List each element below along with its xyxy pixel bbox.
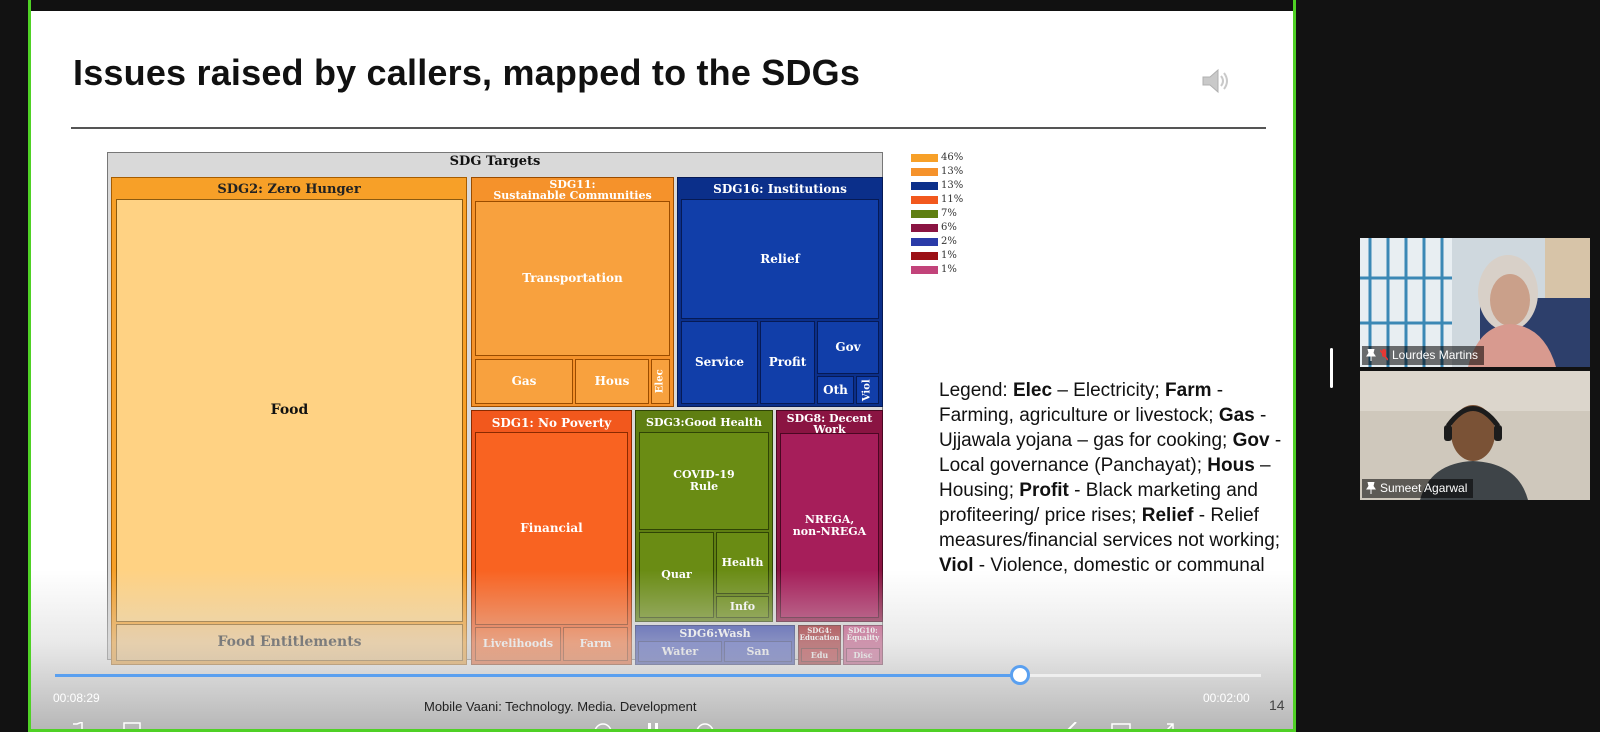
screen-icon[interactable] bbox=[123, 722, 141, 732]
legend-definition: – Electricity; bbox=[1052, 380, 1166, 401]
leaf-relief: Relief bbox=[681, 199, 879, 319]
participant-name-tag: Sumeet Agarwal bbox=[1362, 479, 1474, 498]
legend-definition: - Relief measures/financial services not… bbox=[939, 505, 1281, 551]
leaf-livelihoods: Livelihoods bbox=[475, 627, 561, 661]
color-legend-swatch bbox=[911, 210, 938, 218]
color-legend-label: 13% bbox=[941, 166, 964, 177]
elapsed-time: 00:08:29 bbox=[53, 691, 100, 705]
leaf-gas: Gas bbox=[475, 359, 573, 404]
leaf-transportation: Transportation bbox=[475, 201, 670, 356]
color-legend-label: 46% bbox=[941, 152, 964, 163]
leaf-oth: Oth bbox=[817, 376, 854, 404]
leaf-financial: Financial bbox=[475, 432, 628, 625]
legend-term: Farm bbox=[1165, 380, 1212, 401]
captions-icon[interactable] bbox=[1111, 722, 1131, 732]
leaf-hous: Hous bbox=[575, 359, 649, 404]
color-legend-label: 11% bbox=[941, 194, 964, 205]
leaf-nrega: NREGA, non-NREGA bbox=[780, 433, 879, 618]
pause-icon[interactable] bbox=[645, 722, 661, 732]
remaining-time: 00:02:00 bbox=[1203, 691, 1250, 705]
legend-definition: - Farming, agriculture or livestock; bbox=[939, 380, 1224, 426]
color-legend-swatch bbox=[911, 154, 938, 162]
playback-scrubber-handle[interactable] bbox=[1009, 665, 1030, 685]
shared-slide: Issues raised by callers, mapped to the … bbox=[28, 0, 1296, 732]
color-legend-label: 1% bbox=[941, 250, 957, 261]
legend-term: Hous bbox=[1207, 455, 1255, 476]
legend-term: Elec bbox=[1012, 380, 1053, 401]
leaf-viol: Viol bbox=[856, 376, 879, 404]
speaker-icon[interactable] bbox=[1201, 68, 1231, 94]
leaf-profit: Profit bbox=[760, 321, 815, 404]
panel-resize-handle[interactable] bbox=[1330, 348, 1333, 388]
legend-term: Legend: bbox=[939, 380, 1013, 401]
legend-term: Relief bbox=[1141, 505, 1194, 526]
edit-icon[interactable] bbox=[1063, 722, 1081, 732]
legend-definition: - Ujjawala yojana – gas for cooking; bbox=[939, 405, 1267, 451]
color-legend-label: 13% bbox=[941, 180, 964, 191]
leaf-quar: Quar bbox=[639, 532, 714, 618]
leaf-info: Info bbox=[716, 596, 769, 618]
legend-term: Gov bbox=[1232, 430, 1270, 451]
leaf-disc: Disc bbox=[846, 648, 880, 662]
color-legend-label: 2% bbox=[941, 236, 957, 247]
slide-top-bar bbox=[31, 0, 1293, 11]
leaf-water: Water bbox=[638, 641, 722, 662]
rewind-icon[interactable] bbox=[593, 722, 613, 732]
participant-tile[interactable]: Sumeet Agarwal bbox=[1360, 371, 1590, 500]
slide-page-number: 14 bbox=[1269, 697, 1285, 713]
leaf-edu: Edu bbox=[801, 648, 838, 662]
volume-icon[interactable] bbox=[71, 722, 91, 732]
legend-term: Viol bbox=[939, 555, 974, 576]
legend-definition: - Black marketing and profiteering/ pric… bbox=[939, 480, 1258, 526]
color-legend-swatch bbox=[911, 224, 938, 232]
leaf-food-entitlements: Food Entitlements bbox=[116, 624, 463, 661]
pin-icon bbox=[1366, 349, 1376, 361]
participant-name-tag: Lourdes Martins bbox=[1362, 346, 1485, 365]
leaf-elec: Elec bbox=[651, 359, 670, 404]
participant-tile[interactable]: Lourdes Martins bbox=[1360, 238, 1590, 367]
title-divider bbox=[71, 127, 1266, 129]
leaf-food: Food bbox=[116, 199, 463, 622]
legend-definition: –Housing; bbox=[939, 455, 1271, 501]
leaf-covid: COVID-19 Rule bbox=[639, 432, 769, 530]
pin-icon bbox=[1366, 482, 1376, 494]
color-legend-swatch bbox=[911, 168, 938, 176]
abbreviation-legend: Legend: Elec – Electricity; Farm - Farmi… bbox=[939, 378, 1289, 578]
color-legend-swatch bbox=[911, 182, 938, 190]
treemap-root-label: SDG Targets bbox=[449, 155, 541, 169]
participant-name: Lourdes Martins bbox=[1392, 348, 1479, 362]
leaf-service: Service bbox=[681, 321, 758, 404]
playback-progress-bar[interactable] bbox=[55, 665, 1261, 685]
slide-footer: Mobile Vaani: Technology. Media. Develop… bbox=[424, 699, 697, 714]
legend-term: Gas bbox=[1218, 405, 1255, 426]
participant-video-feed bbox=[1360, 238, 1590, 367]
leaf-farm: Farm bbox=[563, 627, 628, 661]
color-legend-label: 7% bbox=[941, 208, 957, 219]
color-legend-label: 6% bbox=[941, 222, 957, 233]
leaf-san: San bbox=[724, 641, 792, 662]
color-legend-label: 1% bbox=[941, 264, 957, 275]
participant-name: Sumeet Agarwal bbox=[1380, 481, 1468, 495]
color-legend-swatch bbox=[911, 196, 938, 204]
color-legend-swatch bbox=[911, 238, 938, 246]
leaf-gov: Gov bbox=[817, 321, 879, 374]
color-legend-swatch bbox=[911, 252, 938, 260]
legend-definition: - Violence, domestic or communal bbox=[973, 555, 1265, 576]
slide-title: Issues raised by callers, mapped to the … bbox=[73, 52, 861, 93]
mic-muted-icon bbox=[1380, 349, 1388, 361]
leaf-health: Health bbox=[716, 532, 769, 594]
playback-progress-fill bbox=[55, 674, 1020, 677]
color-legend-swatch bbox=[911, 266, 938, 274]
legend-term: Profit bbox=[1019, 480, 1069, 501]
legend-definition: - Local governance (Panchayat); bbox=[939, 430, 1282, 476]
forward-icon[interactable] bbox=[695, 722, 715, 732]
exit-fullscreen-icon[interactable] bbox=[1161, 722, 1177, 732]
